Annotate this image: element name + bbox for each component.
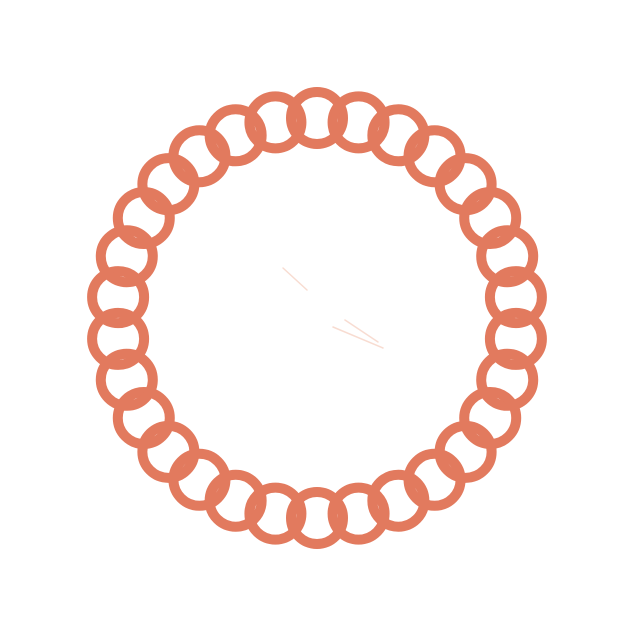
chain-link: [476, 225, 539, 288]
faint-center-marks: [282, 267, 384, 349]
chain-link: [459, 187, 522, 249]
chain-link: [244, 482, 307, 545]
chain-link: [484, 307, 547, 370]
chain-link: [204, 104, 267, 167]
chain-link: [286, 487, 348, 549]
chain-link: [112, 387, 175, 449]
chain-link: [95, 225, 158, 288]
chain-link: [476, 348, 539, 411]
chain-link: [87, 307, 150, 370]
ring-links: [87, 87, 547, 549]
chain-link: [286, 87, 348, 149]
chain-link: [327, 482, 390, 545]
chain-link: [95, 348, 158, 411]
chain-link: [327, 91, 390, 154]
chain-link: [484, 266, 547, 329]
chain-link: [87, 266, 150, 329]
chain-link: [367, 469, 430, 532]
chain-link: [244, 91, 307, 154]
